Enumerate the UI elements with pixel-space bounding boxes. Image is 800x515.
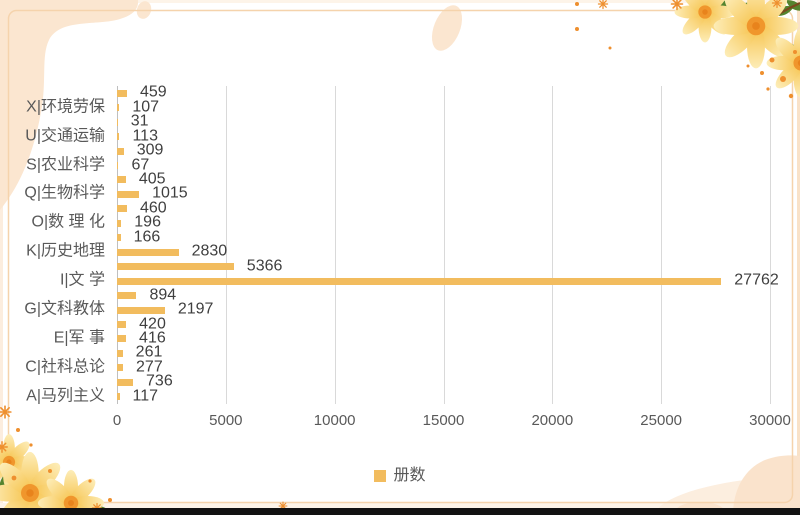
bar-value-label: 460 <box>140 199 167 217</box>
decor-edge-left <box>0 0 3 515</box>
x-tick-label: 30000 <box>749 412 791 429</box>
gridline <box>443 86 445 404</box>
bar <box>117 306 165 314</box>
decor-edge-bottom <box>0 503 800 509</box>
bar <box>117 335 127 343</box>
gridline <box>334 86 336 404</box>
bar-value-label: 166 <box>133 228 161 246</box>
bar-value-label: 27762 <box>734 271 779 289</box>
y-tick-label: Q|生物科学 <box>24 185 105 203</box>
gridline <box>552 86 554 404</box>
x-tick-label: 25000 <box>640 412 683 429</box>
bar-value-label: 416 <box>139 329 166 347</box>
bar-value-label: 5366 <box>246 257 283 275</box>
y-tick-label: E|军 事 <box>53 329 105 347</box>
gridline <box>661 86 663 404</box>
bar-value-label: 420 <box>139 315 166 333</box>
y-tick-label: S|农业科学 <box>26 156 105 174</box>
bar-value-label: 277 <box>136 358 163 376</box>
bar-value-label: 736 <box>146 372 173 390</box>
bar-value-label: 67 <box>131 156 150 174</box>
bar <box>117 277 722 285</box>
gridline <box>770 86 771 404</box>
decor-blob-bottom-right <box>733 455 800 515</box>
legend-label: 册数 <box>393 467 426 484</box>
bar-value-label: 894 <box>149 286 177 304</box>
bar-value-label: 309 <box>136 141 164 159</box>
bar <box>117 104 120 112</box>
x-tick-label: 5000 <box>209 412 243 429</box>
bar <box>117 176 126 184</box>
y-tick-label: K|历史地理 <box>26 242 105 260</box>
decor-edge-top <box>0 0 800 3</box>
bar <box>117 248 179 256</box>
decor-bottom-bar <box>0 508 800 515</box>
bar <box>117 89 127 97</box>
bar <box>117 364 124 372</box>
x-tick-label: 20000 <box>531 412 574 429</box>
bar-value-label: 2197 <box>177 300 214 318</box>
decor-flower-cluster-bottom-left-icon <box>0 405 288 515</box>
bar-value-label: 1015 <box>152 185 188 203</box>
bar-value-label: 261 <box>135 344 163 362</box>
x-tick-label: 10000 <box>313 412 356 429</box>
decor-blob-teardrop <box>431 5 463 51</box>
bar <box>117 190 140 198</box>
bar-value-label: 405 <box>138 170 166 188</box>
bar-value-label: 113 <box>132 127 158 145</box>
y-tick-label: U|交通运输 <box>25 127 105 145</box>
decor-edge-right <box>797 0 800 515</box>
y-tick-label: X|环境劳保 <box>26 98 105 116</box>
bar-value-label: 107 <box>132 98 160 116</box>
bar <box>117 118 118 126</box>
bar <box>117 147 124 155</box>
bar-value-label: 117 <box>132 387 159 405</box>
bar <box>117 205 127 213</box>
bar <box>117 162 119 169</box>
legend-swatch-icon <box>374 470 387 482</box>
decor-flower-cluster-top-right-icon <box>575 0 800 99</box>
decor-frame-line <box>7 9 794 504</box>
x-tick-label: 15000 <box>422 412 465 429</box>
bar-value-label: 31 <box>130 112 149 130</box>
x-tick-label: 0 <box>112 412 122 429</box>
bar-value-label: 2830 <box>191 242 228 260</box>
bar-value-label: 196 <box>134 213 161 231</box>
decor-blob-top-left <box>0 0 139 210</box>
axis-line <box>117 86 118 404</box>
bar <box>117 133 120 141</box>
y-tick-label: I|文 学 <box>59 271 105 289</box>
bar <box>117 219 122 227</box>
y-tick-label: C|社科总论 <box>25 358 105 376</box>
bar <box>117 349 123 357</box>
legend: 册数 <box>0 466 800 486</box>
bar <box>117 378 134 386</box>
bar-value-label: 459 <box>139 83 167 101</box>
y-tick-label: G|文科教体 <box>24 300 105 318</box>
bar <box>117 321 127 328</box>
plot-area: 459 107 31 113 309 67 405 1015 460 196 166 2830 5366… <box>117 83 779 405</box>
bar <box>117 393 120 401</box>
gridline <box>225 86 227 404</box>
bar <box>117 292 137 300</box>
bar <box>117 234 121 242</box>
y-tick-label: A|马列主义 <box>26 387 105 405</box>
bar <box>117 263 234 271</box>
y-tick-label: O|数 理 化 <box>31 213 106 231</box>
